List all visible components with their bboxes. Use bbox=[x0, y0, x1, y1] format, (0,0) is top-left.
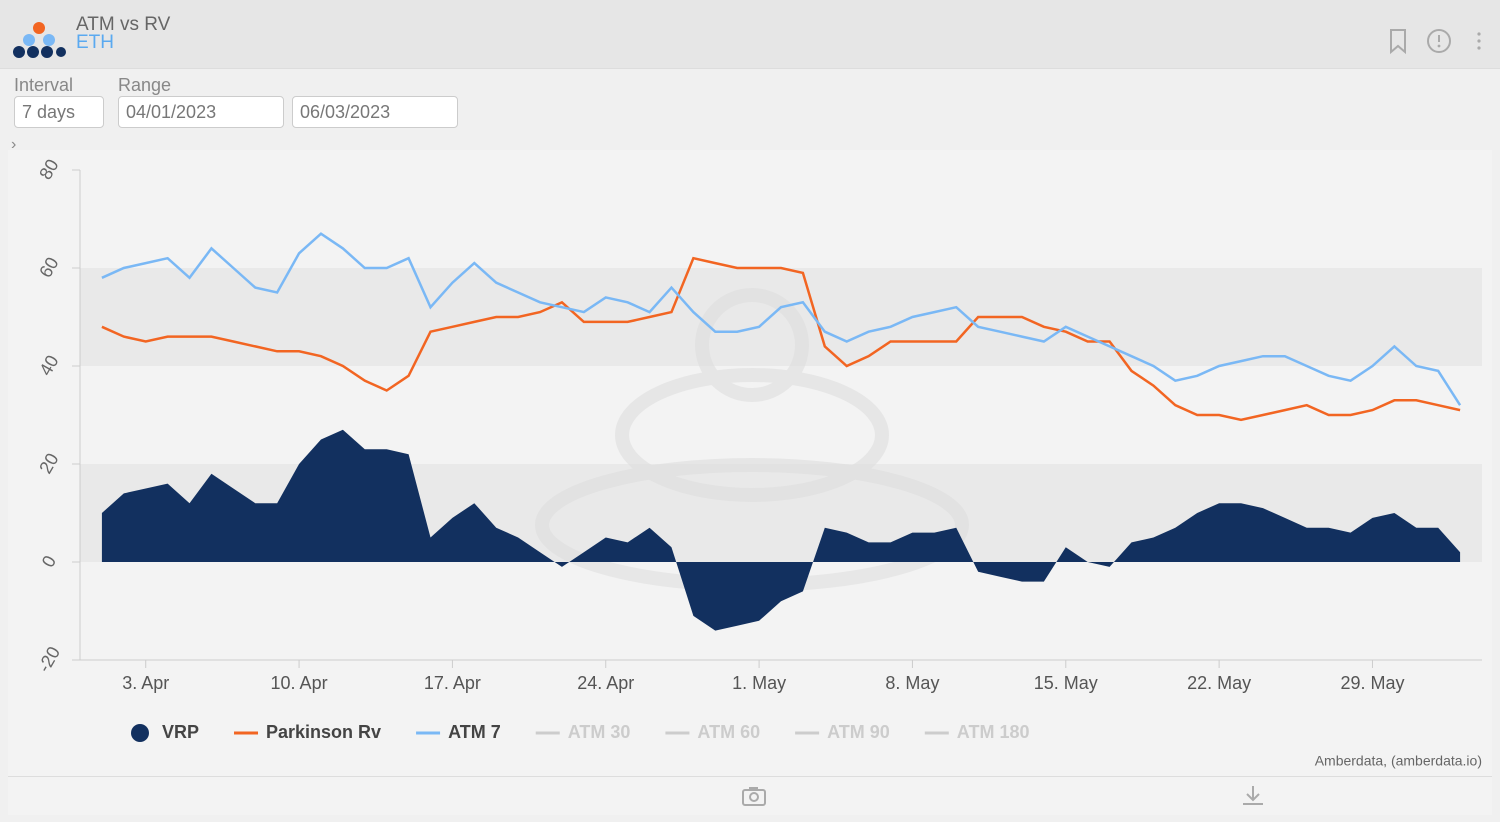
x-tick-label: 17. Apr bbox=[424, 673, 481, 693]
legend-label: ATM 90 bbox=[827, 722, 890, 742]
credits: Amberdata, (amberdata.io) bbox=[1315, 753, 1482, 769]
legend-label: Parkinson Rv bbox=[266, 722, 381, 742]
x-tick-label: 24. Apr bbox=[577, 673, 634, 693]
x-tick-label: 3. Apr bbox=[122, 673, 169, 693]
x-tick-label: 22. May bbox=[1187, 673, 1251, 693]
logo bbox=[13, 22, 66, 58]
legend-item-inactive[interactable]: ATM 180 bbox=[924, 722, 1030, 742]
subtitle: ETH bbox=[76, 32, 114, 53]
x-tick-label: 29. May bbox=[1340, 673, 1404, 693]
legend-item-inactive[interactable]: ATM 90 bbox=[795, 722, 890, 742]
legend-label: ATM 60 bbox=[697, 722, 760, 742]
legend-item[interactable]: ATM 7 bbox=[416, 722, 501, 742]
x-tick-label: 15. May bbox=[1034, 673, 1098, 693]
header-bar bbox=[0, 0, 1500, 69]
expand-chevron[interactable]: › bbox=[11, 136, 17, 153]
legend-item[interactable]: VRP bbox=[131, 722, 199, 742]
line bbox=[101, 256, 1461, 422]
interval-label: Interval bbox=[14, 75, 74, 95]
range-label: Range bbox=[118, 75, 172, 95]
legend-item[interactable]: Parkinson Rv bbox=[234, 722, 381, 742]
legend-label: VRP bbox=[162, 722, 199, 742]
legend-symbol bbox=[131, 724, 149, 742]
interval-input[interactable]: 7 days bbox=[14, 96, 104, 128]
x-tick-label: 1. May bbox=[732, 673, 786, 693]
x-tick-label: 10. Apr bbox=[271, 673, 328, 693]
area bbox=[101, 429, 1461, 631]
legend-item-inactive[interactable]: ATM 30 bbox=[535, 722, 631, 742]
plot-band bbox=[80, 268, 1482, 366]
legend-label: ATM 180 bbox=[957, 722, 1030, 742]
header-icons[interactable] bbox=[1385, 26, 1495, 56]
download-icon[interactable] bbox=[1240, 783, 1266, 809]
title: ATM vs RV bbox=[76, 14, 171, 35]
camera-icon[interactable] bbox=[740, 784, 770, 808]
legend-item-inactive[interactable]: ATM 60 bbox=[665, 722, 760, 742]
line bbox=[101, 232, 1462, 406]
range-end-input[interactable]: 06/03/2023 bbox=[292, 96, 458, 128]
legend-label: ATM 7 bbox=[448, 722, 501, 742]
x-tick-label: 8. May bbox=[885, 673, 939, 693]
range-start-input[interactable]: 04/01/2023 bbox=[118, 96, 284, 128]
legend-label: ATM 30 bbox=[568, 722, 631, 742]
